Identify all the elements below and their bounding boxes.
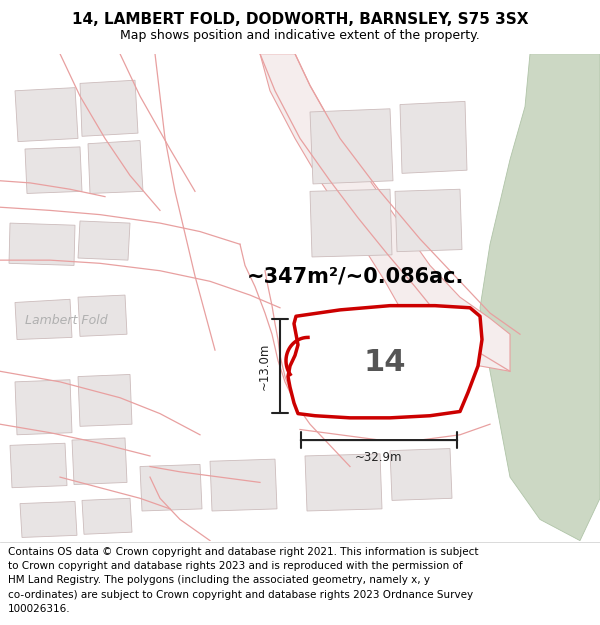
Polygon shape (310, 109, 393, 184)
Polygon shape (260, 54, 510, 371)
Polygon shape (310, 189, 392, 257)
Text: to Crown copyright and database rights 2023 and is reproduced with the permissio: to Crown copyright and database rights 2… (8, 561, 463, 571)
Polygon shape (15, 88, 78, 142)
Text: Contains OS data © Crown copyright and database right 2021. This information is : Contains OS data © Crown copyright and d… (8, 546, 478, 556)
Polygon shape (20, 501, 77, 538)
Polygon shape (15, 299, 72, 339)
Polygon shape (140, 464, 202, 511)
Polygon shape (72, 438, 127, 484)
Polygon shape (9, 223, 75, 266)
Polygon shape (78, 295, 127, 336)
Polygon shape (210, 459, 277, 511)
Polygon shape (15, 380, 72, 435)
Polygon shape (78, 374, 132, 426)
Polygon shape (10, 443, 67, 488)
Text: ~32.9m: ~32.9m (355, 451, 403, 464)
Polygon shape (82, 498, 132, 534)
Polygon shape (25, 147, 82, 194)
Polygon shape (305, 454, 382, 511)
Text: 100026316.: 100026316. (8, 604, 70, 614)
Polygon shape (80, 80, 138, 136)
Text: 14, LAMBERT FOLD, DODWORTH, BARNSLEY, S75 3SX: 14, LAMBERT FOLD, DODWORTH, BARNSLEY, S7… (72, 12, 528, 27)
Polygon shape (88, 141, 143, 194)
Text: HM Land Registry. The polygons (including the associated geometry, namely x, y: HM Land Registry. The polygons (includin… (8, 575, 430, 585)
Polygon shape (288, 306, 482, 418)
Text: co-ordinates) are subject to Crown copyright and database rights 2023 Ordnance S: co-ordinates) are subject to Crown copyr… (8, 589, 473, 599)
Text: ~347m²/~0.086ac.: ~347m²/~0.086ac. (247, 266, 464, 286)
Text: Lambert Fold: Lambert Fold (25, 314, 107, 327)
Text: ~13.0m: ~13.0m (257, 342, 271, 389)
Polygon shape (395, 189, 462, 252)
Text: 14: 14 (364, 348, 406, 378)
Polygon shape (480, 54, 600, 541)
Text: Map shows position and indicative extent of the property.: Map shows position and indicative extent… (120, 29, 480, 42)
Polygon shape (390, 449, 452, 501)
Polygon shape (78, 221, 130, 260)
Polygon shape (400, 101, 467, 173)
